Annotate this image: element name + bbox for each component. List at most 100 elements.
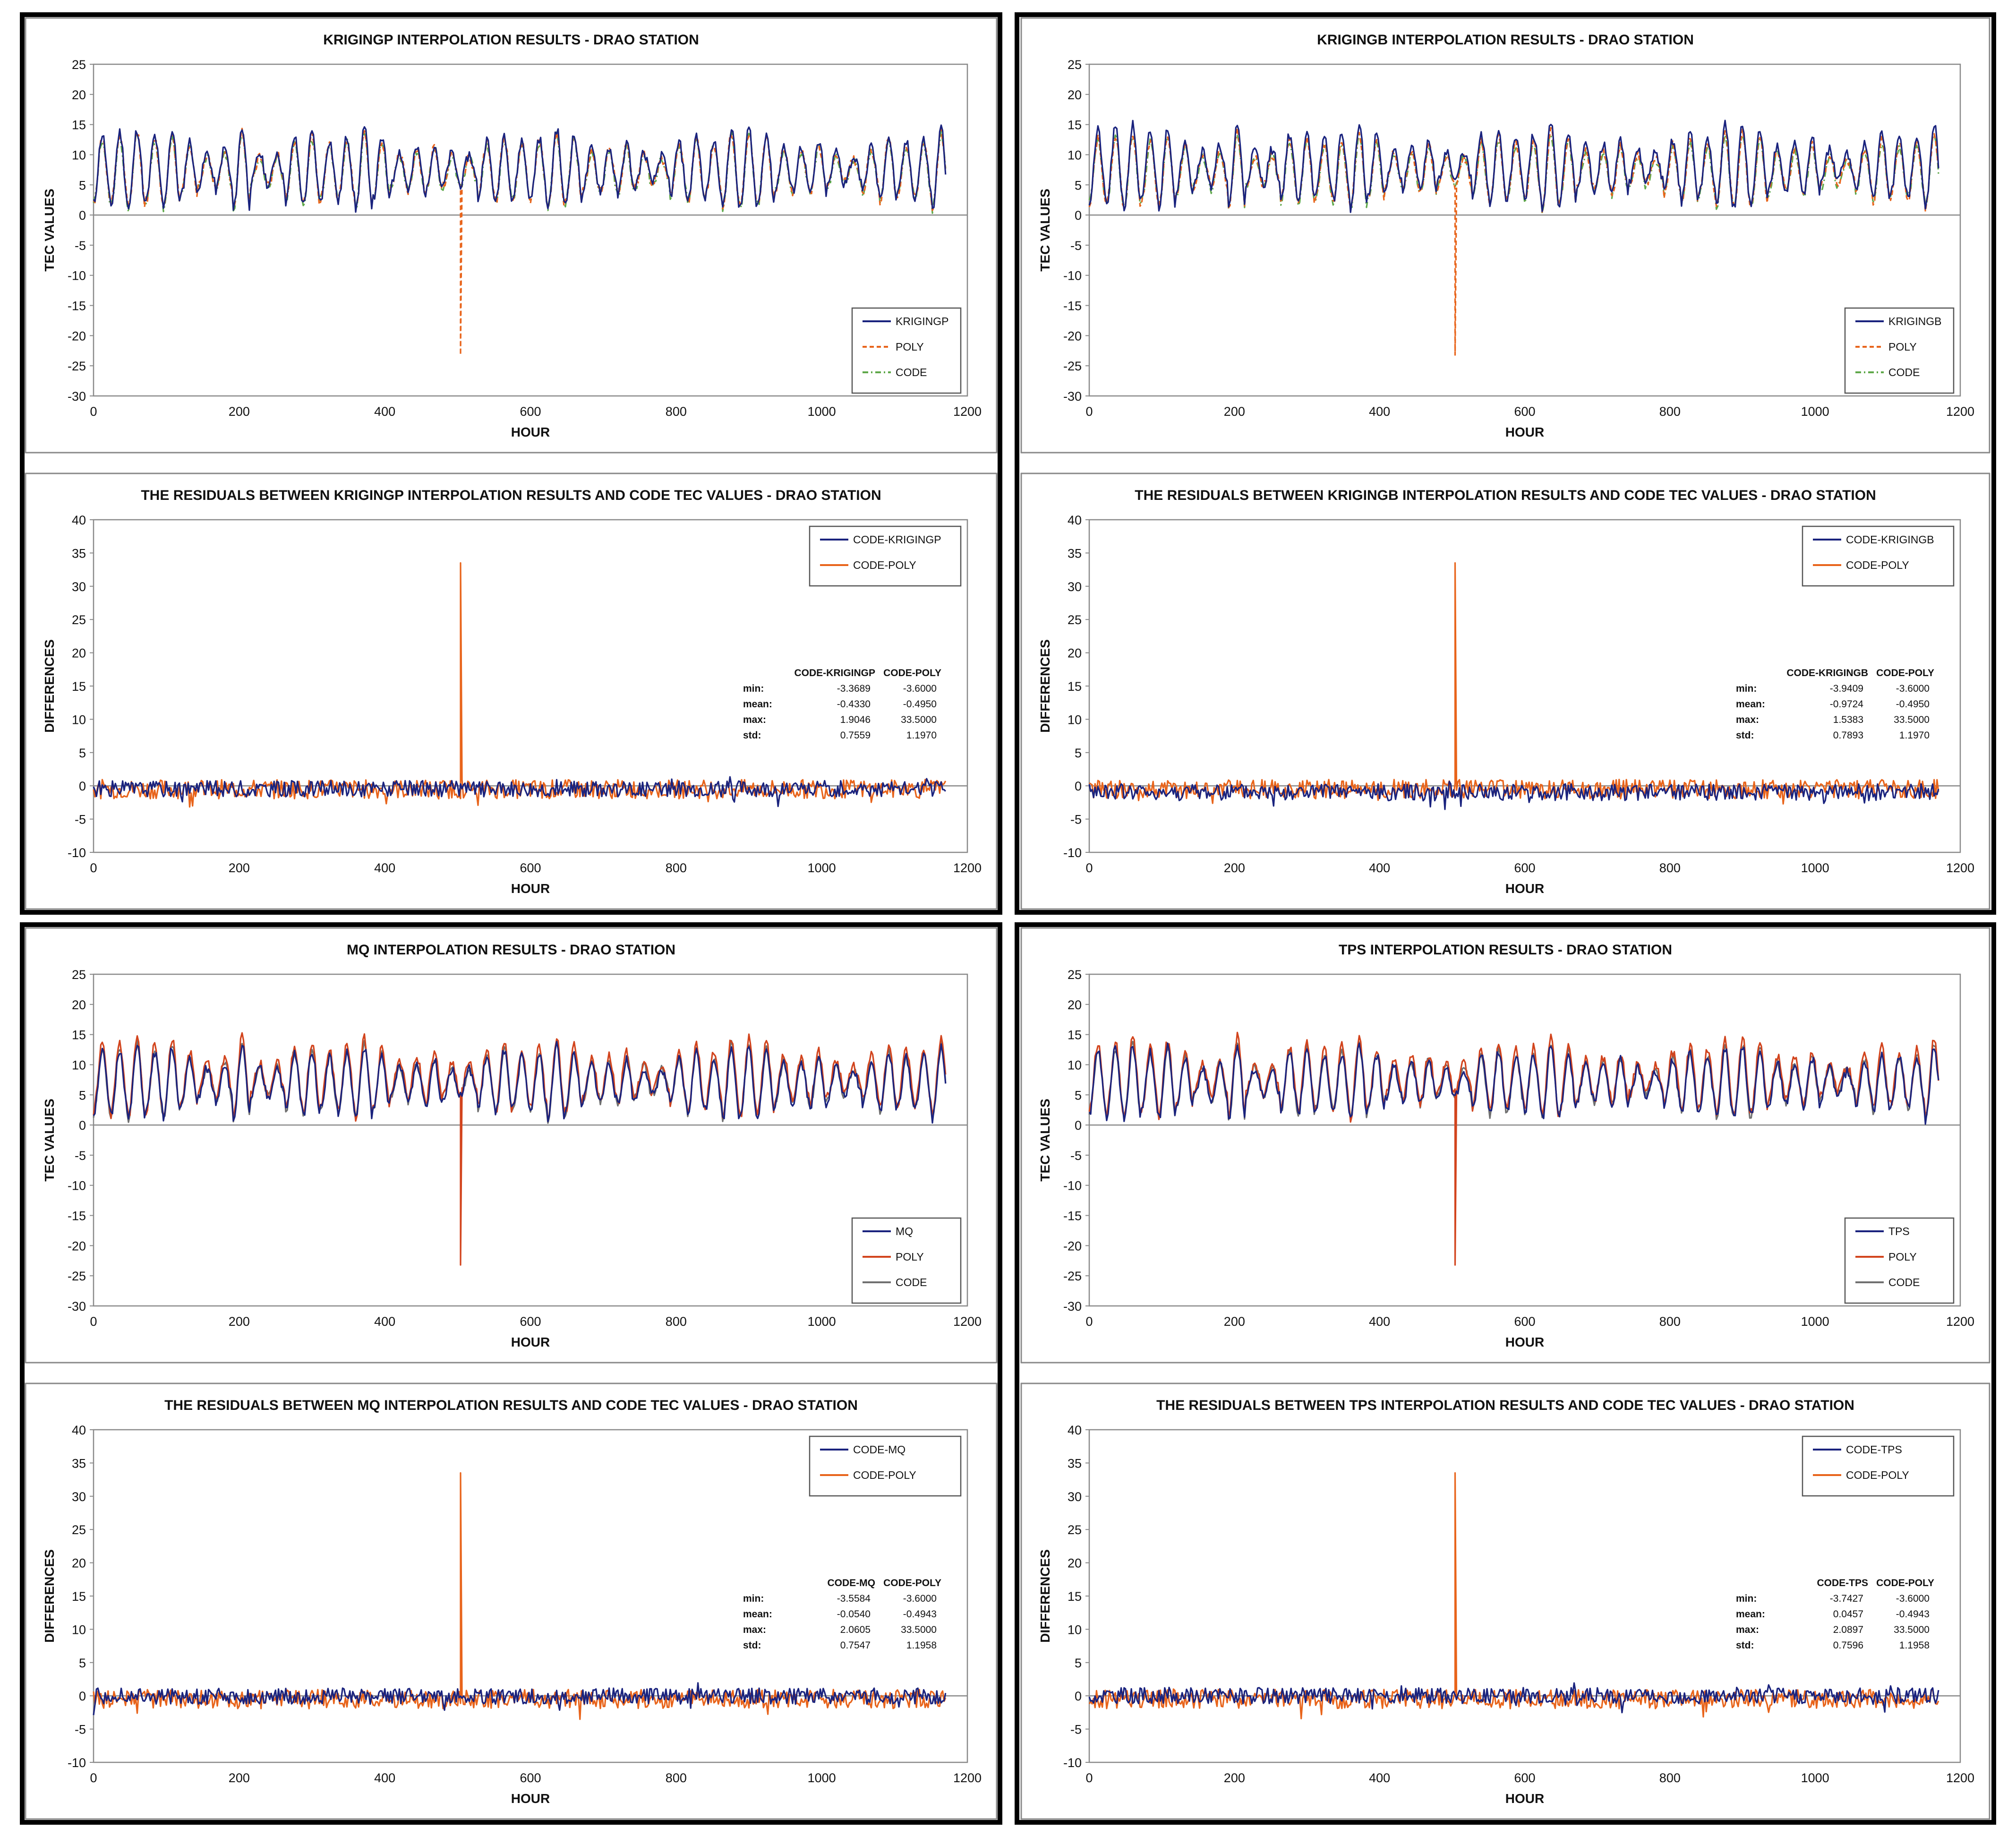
stats-value: 2.0897 <box>1833 1624 1863 1635</box>
stats-row-label: std: <box>743 1640 761 1651</box>
stats-row-label: max: <box>1736 1624 1759 1635</box>
y-tick-label: 5 <box>1075 1656 1082 1670</box>
legend-label: CODE <box>1888 366 1920 378</box>
x-tick-label: 1000 <box>808 1314 836 1329</box>
chart-area-border <box>1020 17 1990 454</box>
stats-row-label: max: <box>743 714 766 725</box>
y-tick-label: 30 <box>1068 580 1082 594</box>
legend <box>1802 525 1955 587</box>
x-tick-label: 200 <box>229 861 250 875</box>
y-tick-label: 10 <box>1068 1622 1082 1637</box>
x-tick-label: 600 <box>520 1314 541 1329</box>
y-tick-label: 5 <box>1075 1088 1082 1102</box>
chart-svg: THE RESIDUALS BETWEEN TPS INTERPOLATION … <box>1020 1382 1990 1820</box>
x-tick-label: 400 <box>374 404 395 419</box>
plot-area <box>93 973 968 1307</box>
y-tick-label: -30 <box>68 389 86 403</box>
stats-value: -0.4950 <box>1896 699 1930 710</box>
y-axis-label: DIFFERENCES <box>42 639 57 733</box>
x-tick-label: 1200 <box>953 404 982 419</box>
y-tick-label: -20 <box>1063 329 1082 343</box>
panel-frame-bottom-right <box>1015 922 1996 1825</box>
legend-label: CODE-POLY <box>1846 1469 1909 1481</box>
y-tick-label: -20 <box>68 1239 86 1253</box>
stats-value: 0.7596 <box>1833 1640 1863 1651</box>
y-tick-label: -10 <box>1063 269 1082 283</box>
chart-krigingb-tec: KRIGINGB INTERPOLATION RESULTS - DRAO ST… <box>1020 17 1990 454</box>
x-tick-label: 600 <box>520 404 541 419</box>
y-tick-label: -10 <box>68 1179 86 1193</box>
legend-label: POLY <box>1888 341 1917 353</box>
y-tick-label: 10 <box>1068 1058 1082 1072</box>
x-tick-label: 400 <box>1369 1314 1390 1329</box>
x-tick-label: 600 <box>1514 861 1535 875</box>
stats-value: -0.4943 <box>1896 1609 1930 1620</box>
y-axis-label: DIFFERENCES <box>42 1549 57 1643</box>
y-tick-label: 5 <box>79 746 86 760</box>
y-tick-label: 30 <box>1068 1490 1082 1504</box>
y-tick-label: 0 <box>1075 1689 1082 1703</box>
series-line-code-tps <box>1088 1682 1939 1714</box>
chart-area-border <box>25 17 998 454</box>
y-tick-label: -30 <box>1063 1299 1082 1313</box>
y-axis-label: TEC VALUES <box>1038 1099 1052 1181</box>
stats-row-label: std: <box>1736 730 1754 741</box>
x-tick-label: 1200 <box>953 861 982 875</box>
chart-area-border <box>25 927 998 1364</box>
y-tick-label: 5 <box>1075 178 1082 192</box>
x-tick-label: 800 <box>1659 1314 1681 1329</box>
panel-frame-top-right <box>1015 12 1996 915</box>
stats-column-header: CODE-MQ <box>828 1578 876 1588</box>
y-tick-label: 25 <box>1068 968 1082 982</box>
series-line-mq <box>93 1041 947 1124</box>
x-tick-label: 400 <box>1369 861 1390 875</box>
x-tick-label: 800 <box>666 1314 687 1329</box>
y-tick-label: 0 <box>79 208 86 223</box>
stats-column-header: CODE-KRIGINGB <box>1786 668 1868 678</box>
y-tick-label: 35 <box>1068 1456 1082 1470</box>
stats-row-label: mean: <box>743 699 772 710</box>
legend-label: CODE-POLY <box>1846 559 1909 571</box>
x-axis-label: HOUR <box>511 881 550 896</box>
y-tick-label: -5 <box>1070 813 1082 827</box>
x-tick-label: 200 <box>229 404 250 419</box>
x-tick-label: 800 <box>1659 404 1681 419</box>
y-tick-label: -10 <box>1063 1756 1082 1770</box>
x-tick-label: 0 <box>90 861 97 875</box>
y-tick-label: -5 <box>1070 239 1082 253</box>
x-tick-label: 600 <box>520 861 541 875</box>
x-tick-label: 400 <box>1369 404 1390 419</box>
stats-row-label: max: <box>743 1624 766 1635</box>
y-tick-label: 15 <box>72 679 86 694</box>
y-tick-label: 25 <box>1068 613 1082 627</box>
y-tick-label: 0 <box>79 1689 86 1703</box>
y-tick-label: 35 <box>1068 546 1082 560</box>
stats-value: -0.0540 <box>837 1609 871 1620</box>
x-tick-label: 800 <box>666 404 687 419</box>
stats-value: -3.6000 <box>903 1593 937 1604</box>
y-tick-label: 20 <box>72 1556 86 1571</box>
x-tick-label: 1200 <box>1946 404 1974 419</box>
y-tick-label: 5 <box>1075 746 1082 760</box>
stats-value: -3.6000 <box>903 683 937 694</box>
y-tick-label: 20 <box>72 646 86 661</box>
y-tick-label: 20 <box>72 998 86 1012</box>
legend-label: CODE-MQ <box>853 1443 905 1456</box>
y-tick-label: 25 <box>1068 1523 1082 1537</box>
series-line-tps <box>1088 1042 1939 1125</box>
x-tick-label: 200 <box>1224 861 1245 875</box>
x-tick-label: 1000 <box>808 861 836 875</box>
y-axis-label: TEC VALUES <box>1038 189 1052 271</box>
chart-krigingb-residuals: THE RESIDUALS BETWEEN KRIGINGB INTERPOLA… <box>1020 472 1990 910</box>
x-tick-label: 400 <box>374 1771 395 1785</box>
x-axis-label: HOUR <box>511 1791 550 1806</box>
chart-area-border <box>1020 927 1990 1364</box>
y-tick-label: 15 <box>72 1028 86 1042</box>
stats-value: -0.9724 <box>1830 699 1864 710</box>
chart-title: THE RESIDUALS BETWEEN MQ INTERPOLATION R… <box>164 1398 858 1413</box>
y-tick-label: 0 <box>1075 1118 1082 1133</box>
legend-label: CODE-POLY <box>853 1469 916 1481</box>
x-tick-label: 200 <box>229 1314 250 1329</box>
x-tick-label: 800 <box>1659 861 1681 875</box>
y-tick-label: 10 <box>72 1058 86 1072</box>
